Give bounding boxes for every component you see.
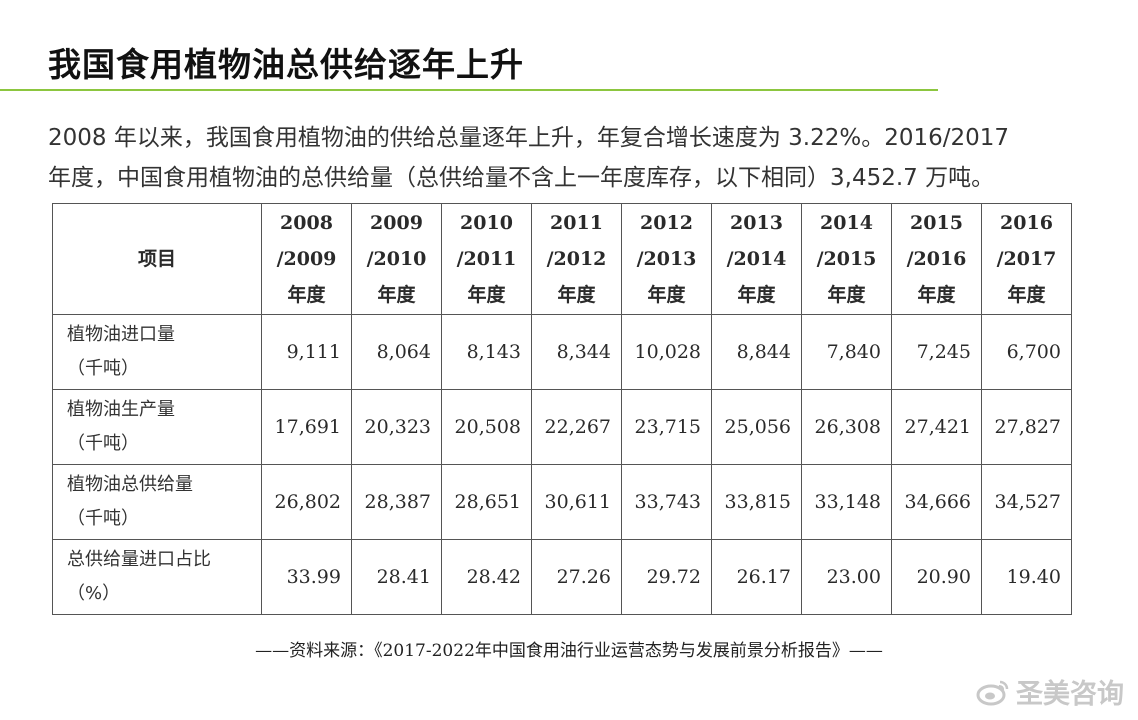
table-cell: 20,508 — [441, 389, 532, 465]
year-header: 2016/2017 年度 — [981, 203, 1072, 315]
intro-line: 2008 年以来，我国食用植物油的供给总量逐年上升，年复合增长速度为 3.22%… — [48, 125, 1010, 151]
item-header: 项目 — [52, 203, 262, 315]
page-title: 我国食用植物油总供给逐年上升 — [48, 45, 524, 84]
weibo-icon — [976, 680, 1009, 705]
table-cell: 17,691 — [261, 389, 352, 465]
table-cell: 8,344 — [531, 314, 622, 390]
row-label: 植物油进口量 （千吨） — [52, 314, 262, 390]
table-cell: 6,700 — [981, 314, 1072, 390]
table-cell: 34,666 — [891, 464, 982, 540]
year-header: 2011/2012 年度 — [531, 203, 622, 315]
row-label: 植物油生产量 （千吨） — [52, 389, 262, 465]
table-cell: 33,815 — [711, 464, 802, 540]
table-cell: 27,827 — [981, 389, 1072, 465]
table-cell: 28,651 — [441, 464, 532, 540]
table-cell: 26.17 — [711, 539, 802, 615]
table-cell: 23,715 — [621, 389, 712, 465]
year-header: 2010/2011 年度 — [441, 203, 532, 315]
intro-line: 年度，中国食用植物油的总供给量（总供给量不含上一年度库存，以下相同）3,452.… — [48, 165, 995, 191]
table-cell: 27,421 — [891, 389, 982, 465]
table-cell: 8,143 — [441, 314, 532, 390]
title-divider — [0, 89, 938, 91]
watermark-text: 圣美咨询 — [1016, 679, 1124, 710]
table-cell: 34,527 — [981, 464, 1072, 540]
table-cell: 26,308 — [801, 389, 892, 465]
table-cell: 7,245 — [891, 314, 982, 390]
row-label: 植物油总供给量 （千吨） — [52, 464, 262, 540]
supply-table: 项目 2008/2009 年度 2009/2010 年度 2010/2011 年度 2… — [52, 203, 1072, 615]
source-note: ——资料来源：《2017-2022年中国食用油行业运营态势与发展前景分析报告》—… — [255, 641, 883, 661]
table-cell: 22,267 — [531, 389, 622, 465]
table-cell: 9,111 — [261, 314, 352, 390]
table-cell: 8,064 — [351, 314, 442, 390]
table-cell: 23.00 — [801, 539, 892, 615]
table-cell: 26,802 — [261, 464, 352, 540]
table-row: 植物油进口量 （千吨） 9,111 8,064 8,143 8,344 10,02… — [52, 314, 1072, 390]
table-cell: 33,743 — [621, 464, 712, 540]
table-cell: 27.26 — [531, 539, 622, 615]
table-cell: 10,028 — [621, 314, 712, 390]
year-header: 2015/2016 年度 — [891, 203, 982, 315]
table-cell: 30,611 — [531, 464, 622, 540]
year-header: 2012/2013 年度 — [621, 203, 712, 315]
table-row: 植物油总供给量 （千吨） 26,802 28,387 28,651 30,611 … — [52, 464, 1072, 540]
year-header: 2014/2015 年度 — [801, 203, 892, 315]
table-cell: 20.90 — [891, 539, 982, 615]
table-cell: 28,387 — [351, 464, 442, 540]
year-header: 2013/2014 年度 — [711, 203, 802, 315]
watermark: 圣美咨询 — [976, 672, 1124, 711]
table-cell: 28.41 — [351, 539, 442, 615]
year-header: 2009/2010 年度 — [351, 203, 442, 315]
table-cell: 8,844 — [711, 314, 802, 390]
table-row: 总供给量进口占比 （%） 33.99 28.41 28.42 27.26 29.7… — [52, 539, 1072, 615]
table-header-row: 项目 2008/2009 年度 2009/2010 年度 2010/2011 年度 2… — [52, 203, 1072, 315]
table-cell: 20,323 — [351, 389, 442, 465]
table-cell: 29.72 — [621, 539, 712, 615]
table-cell: 7,840 — [801, 314, 892, 390]
table-cell: 28.42 — [441, 539, 532, 615]
table-cell: 33.99 — [261, 539, 352, 615]
intro-paragraph: 2008 年以来，我国食用植物油的供给总量逐年上升，年复合增长速度为 3.22%… — [48, 118, 1108, 198]
year-header: 2008/2009 年度 — [261, 203, 352, 315]
row-label: 总供给量进口占比 （%） — [52, 539, 262, 615]
table-cell: 25,056 — [711, 389, 802, 465]
table-cell: 19.40 — [981, 539, 1072, 615]
table-cell: 33,148 — [801, 464, 892, 540]
table-row: 植物油生产量 （千吨） 17,691 20,323 20,508 22,267 2… — [52, 389, 1072, 465]
